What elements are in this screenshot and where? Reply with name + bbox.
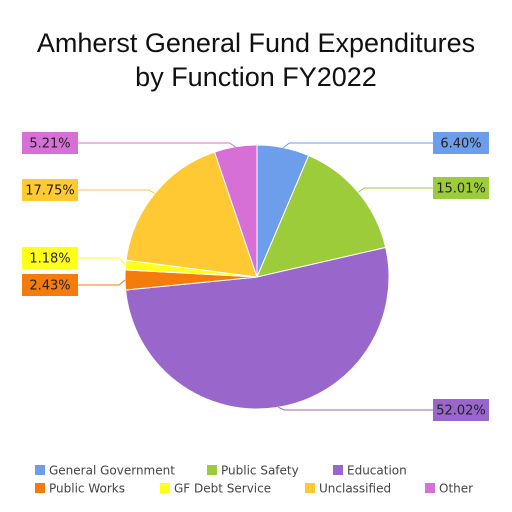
legend-swatch bbox=[425, 483, 435, 493]
data-label: 6.40% bbox=[440, 137, 481, 152]
leader-line bbox=[78, 257, 126, 266]
legend-label: Unclassified bbox=[319, 482, 391, 496]
legend-swatch bbox=[35, 465, 45, 475]
leader-line bbox=[78, 142, 236, 148]
label-box bbox=[22, 247, 78, 269]
legend-swatch bbox=[160, 483, 170, 493]
legend-swatch bbox=[35, 483, 45, 493]
legend-label: General Government bbox=[49, 464, 175, 478]
data-label: 1.18% bbox=[29, 252, 70, 267]
data-label: 5.21% bbox=[29, 137, 70, 152]
leader-line bbox=[78, 189, 156, 194]
label-box bbox=[22, 274, 78, 296]
legend-label: Education bbox=[347, 464, 407, 478]
chart-title: Amherst General Fund Expenditures by Fun… bbox=[36, 28, 476, 92]
leader-line bbox=[278, 406, 433, 411]
label-box bbox=[433, 177, 489, 199]
label-box bbox=[433, 132, 489, 154]
data-label: 15.01% bbox=[436, 182, 486, 197]
data-label: 17.75% bbox=[25, 184, 75, 199]
legend-label: GF Debt Service bbox=[174, 482, 271, 496]
data-label: 52.02% bbox=[436, 404, 486, 419]
legend-label: Public Works bbox=[49, 482, 125, 496]
data-label: 2.43% bbox=[29, 279, 70, 294]
leader-line bbox=[357, 187, 433, 193]
legend-swatch bbox=[333, 465, 343, 475]
pie-slice bbox=[125, 151, 258, 278]
leader-line bbox=[283, 142, 433, 149]
label-box bbox=[22, 132, 78, 154]
pie-slice bbox=[213, 144, 258, 278]
legend-swatch bbox=[305, 483, 315, 493]
label-box bbox=[22, 179, 78, 201]
leader-line bbox=[78, 279, 126, 286]
legend-swatch bbox=[207, 465, 217, 475]
label-box bbox=[433, 399, 489, 421]
legend-label: Public Safety bbox=[221, 464, 299, 478]
legend-label: Other bbox=[439, 482, 473, 496]
